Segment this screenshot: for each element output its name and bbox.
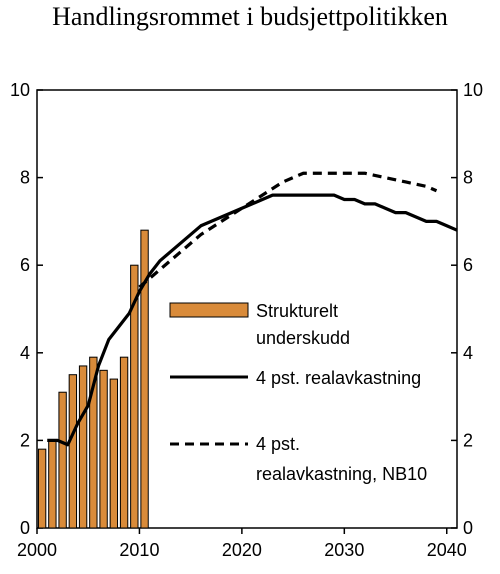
bar-2001: [48, 439, 57, 529]
chart-title: Handlingsrommet i budsjettpolitikken: [52, 2, 448, 31]
x-tick-label: 2020: [222, 540, 262, 560]
right-tick-label: 8: [463, 168, 473, 188]
left-tick-label: 2: [20, 430, 30, 450]
right-tick-label: 0: [463, 518, 473, 538]
x-tick-label: 2040: [427, 540, 467, 560]
right-tick-label: 6: [463, 255, 473, 275]
bar-2008: [119, 356, 129, 529]
bar-2005: [89, 356, 98, 529]
bar-2010: [140, 229, 149, 529]
right-tick-label: 2: [463, 430, 473, 450]
legend-label-bars-line1: Strukturelt: [256, 301, 338, 321]
legend-swatch-bars: [169, 302, 249, 318]
left-tick-label: 0: [20, 518, 30, 538]
right-tick-label: 10: [463, 80, 483, 100]
line-series-nb10: [138, 171, 438, 289]
legend-label-solid: 4 pst. realavkastning: [256, 368, 421, 388]
legend-label-dashed-line2: realavkastning, NB10: [256, 464, 427, 484]
line-series: [47, 171, 458, 447]
x-tick-label: 2000: [17, 540, 57, 560]
legend-label-dashed-line1: 4 pst.: [256, 434, 300, 454]
legend: Strukturelt underskudd 4 pst. realavkast…: [169, 301, 427, 484]
left-tick-label: 6: [20, 255, 30, 275]
legend-label-bars-line2: underskudd: [256, 328, 350, 348]
x-tick-label: 2030: [324, 540, 364, 560]
plot-area-frame: [36, 89, 458, 529]
bar-2009: [130, 264, 139, 529]
bar-series: [37, 229, 149, 529]
bar-2004: [78, 365, 88, 529]
bar-2003: [68, 374, 78, 529]
line-series-realavkastning: [47, 193, 458, 447]
x-axis-ticks: 2000 2010 2020 2030 2040: [17, 528, 467, 560]
left-tick-label: 8: [20, 168, 30, 188]
right-axis-ticks: 0 2 4 6 8 10: [451, 80, 483, 538]
x-tick-label: 2010: [119, 540, 159, 560]
left-tick-label: 4: [20, 343, 30, 363]
bar-2000: [37, 448, 47, 529]
right-tick-label: 4: [463, 343, 473, 363]
left-tick-label: 10: [10, 80, 30, 100]
bar-2006: [99, 369, 108, 529]
bar-2002: [58, 391, 67, 529]
bar-2007: [109, 378, 119, 529]
